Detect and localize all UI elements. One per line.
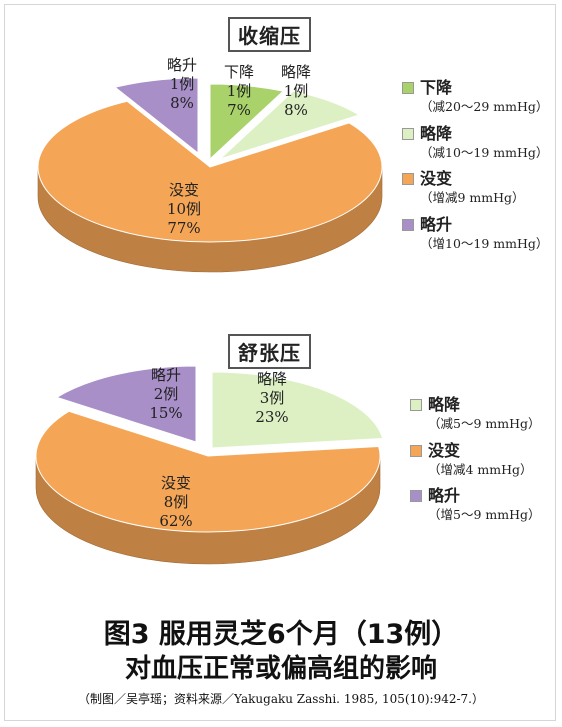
legend-swatch [402,82,414,94]
legend-note: （增减9 mmHg） [420,190,525,206]
legend-note: （增5～9 mmHg） [428,507,541,523]
legend-note: （减20～29 mmHg） [420,99,549,114]
legend-note: （增减4 mmHg） [428,461,533,477]
pie-slice [37,100,383,243]
legend-label: 略降 [420,123,453,143]
pie-slice-label: 略升 1例 8% [167,56,197,112]
legend-label: 略升 [428,486,461,506]
legend-item: 没变 （增减4 mmHg） [410,441,541,478]
legend-item: 略降 （减5～9 mmHg） [410,395,541,432]
diastolic-legend: 略降 （减5～9 mmHg） 没变 （增减4 mmHg） 略升 （增5～9 mmHg） [410,395,541,532]
legend-note: （减5～9 mmHg） [428,416,541,431]
pie-slice [35,410,381,533]
legend-swatch [402,218,414,231]
pie-slice-label: 没变 10例 77% [167,181,201,237]
legend-note: （增10～19 mmHg） [420,235,549,251]
pie-slice-label: 略降 1例 8% [281,63,311,119]
legend-item: 略升 （增10～19 mmHg） [402,215,548,252]
pie-slice-label: 略升 2例 15% [149,366,182,422]
legend-label: 略升 [420,214,453,234]
diastolic-pie-chart: 略降 3例 23% 没变 8例 62% 略升 2例 15% [35,365,384,565]
pie-tops [37,77,383,243]
pie-tops [35,365,384,533]
legend-item: 没变 （增减9 mmHg） [402,169,548,206]
legend-label: 没变 [428,440,461,460]
pie-slice-label: 下降 1例 7% [224,63,254,119]
legend-label: 略降 [428,395,461,414]
caption-source: （制图／吴亭瑶；资料来源／Yakugaku Zasshi. 1985, 105(… [78,692,484,706]
legend-swatch [410,444,422,457]
legend-note: （减10～19 mmHg） [420,144,549,160]
legend-label: 下降 [420,78,453,97]
chart-title-systolic: 收缩压 [228,17,311,52]
pie-slice [209,83,285,161]
legend-swatch [410,490,422,503]
pie-slice-label: 略降 3例 23% [255,370,288,426]
legend-item: 略降 （减10～19 mmHg） [402,124,548,161]
caption-line-1: 图3 服用灵芝6个月（13例） [103,619,459,650]
chart-title-diastolic: 舒张压 [228,334,311,369]
pie-slice-label: 没变 8例 62% [159,474,192,530]
systolic-pie-chart: 下降 1例 7% 略降 1例 8% 没变 10例 77% 略升 1例 8% [37,56,383,273]
pie-slice [211,371,384,449]
caption-line-2: 对血压正常或偏高组的影响 [124,654,437,684]
pie-slice [114,77,199,155]
legend-swatch [402,127,414,140]
legend-item: 略升 （增5～9 mmHg） [410,486,541,523]
pie-slice [55,365,197,443]
legend-swatch [402,173,414,186]
systolic-legend: 下降 （减20～29 mmHg） 略降 （减10～19 mmHg） 没变 （增减9 mmH… [402,78,548,261]
legend-swatch [410,399,422,411]
legend-item: 下降 （减20～29 mmHg） [402,78,548,115]
legend-label: 没变 [420,169,453,189]
pie-slice [219,90,361,160]
